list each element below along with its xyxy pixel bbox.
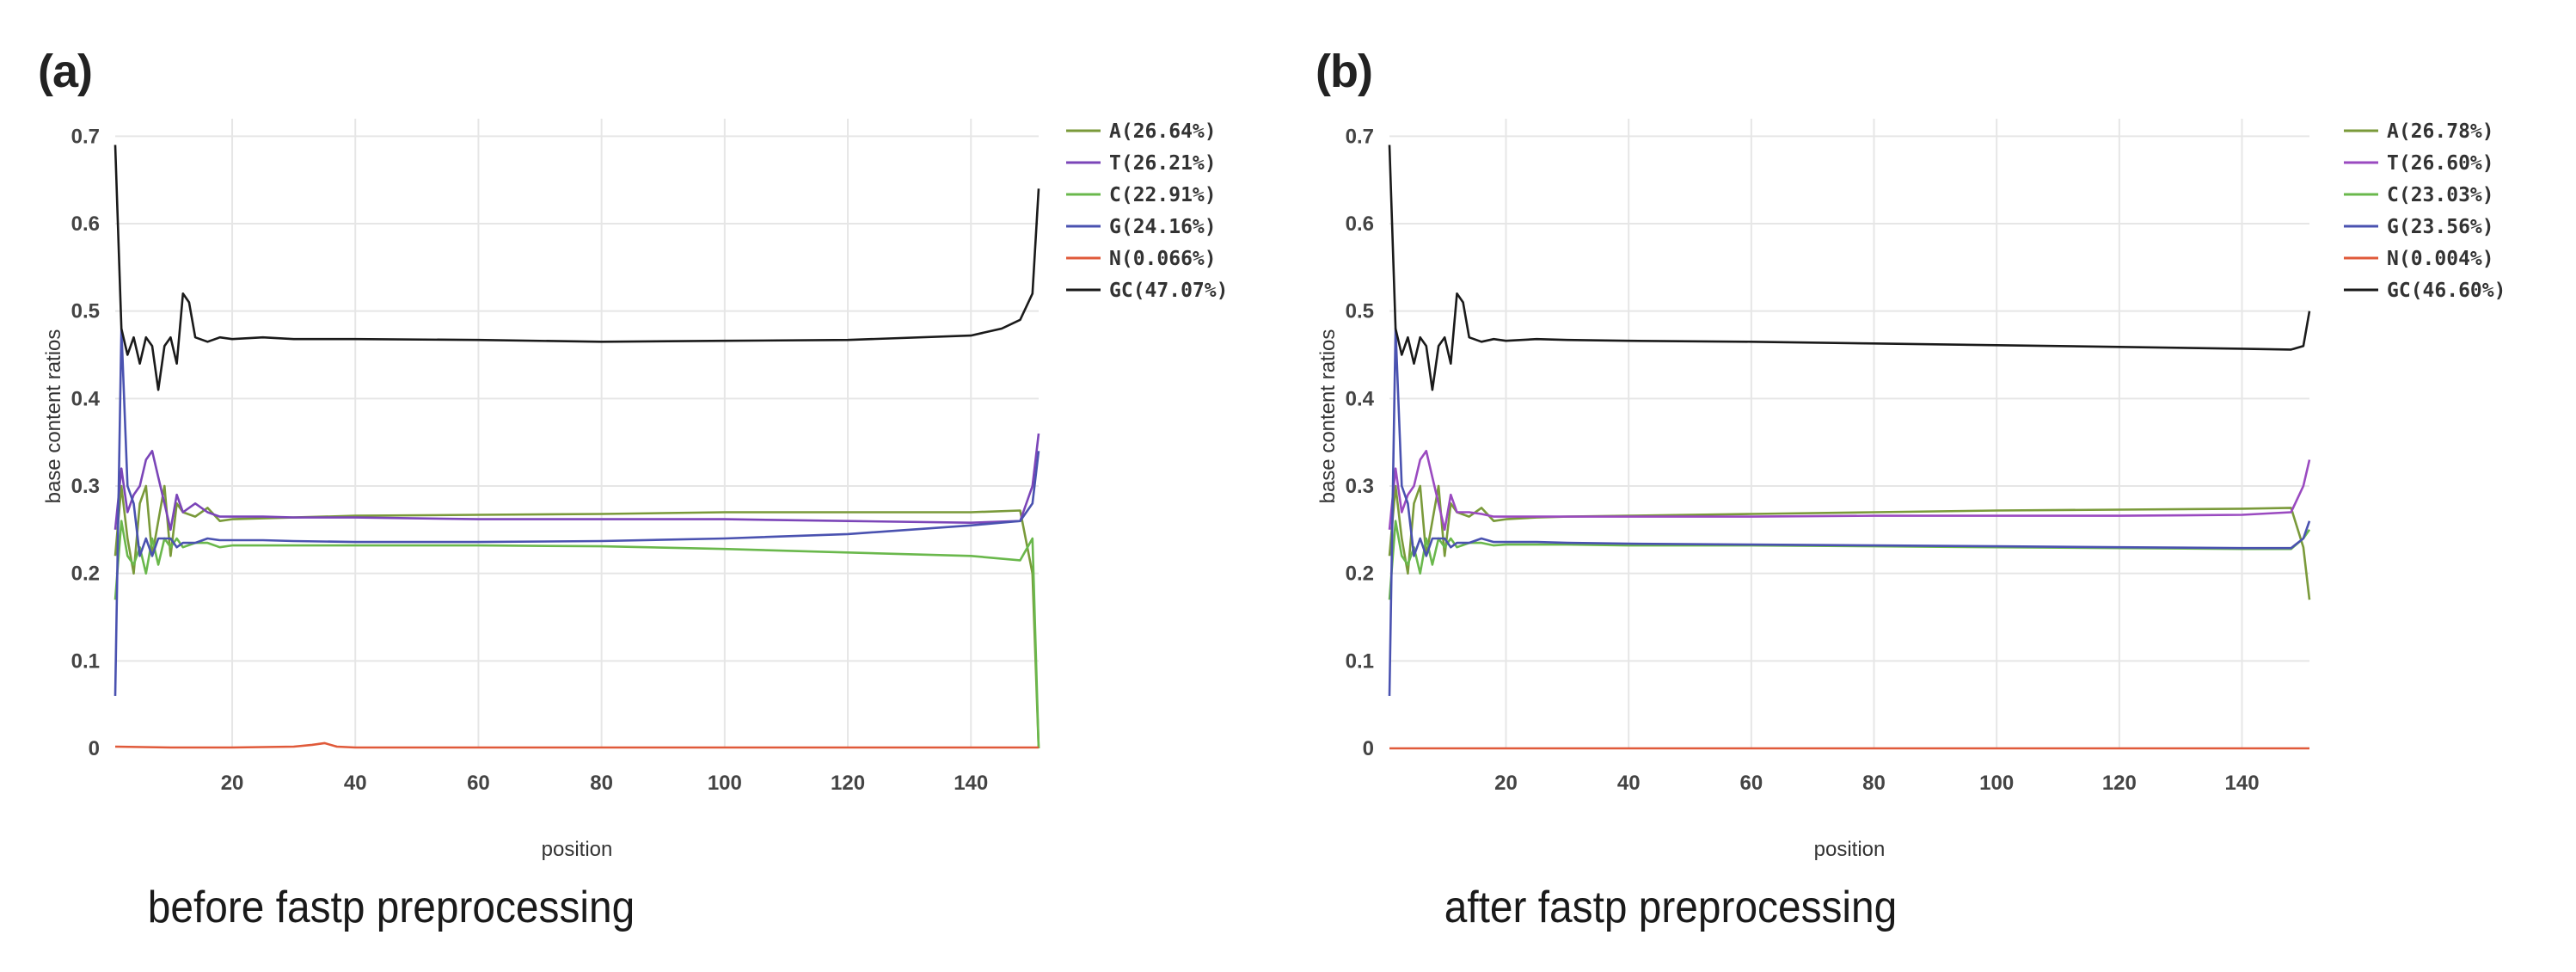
y-axis-title: base content ratios (1316, 329, 1340, 504)
x-tick-label: 20 (221, 772, 244, 795)
panel-a: (a) 20 40 60 80 100 120 140 0 0.1 0.2 0.3 0.4 0.5 0.6… (38, 46, 1228, 932)
y-tick-label: 0.6 (1346, 212, 1374, 236)
y-tick-label: 0.4 (71, 387, 101, 410)
y-tick-label: 0.7 (1346, 125, 1374, 148)
y-tick-label: 0.7 (71, 125, 100, 148)
panel-letter-a: (a) (38, 46, 93, 97)
legend-label: G(24.16%) (1109, 216, 1217, 238)
y-tick-label: 0 (89, 737, 100, 760)
y-tick-label: 0.1 (1346, 649, 1374, 673)
x-tick-label: 120 (831, 772, 865, 795)
series-line-t (113, 433, 1040, 532)
x-tick-label: 120 (2102, 772, 2137, 795)
legend-label: T(26.60%) (2387, 152, 2494, 175)
legend-label: G(23.56%) (2387, 216, 2494, 238)
series-line-c (1388, 520, 2311, 600)
x-axis-title: position (542, 838, 613, 861)
x-tick-label: 140 (2225, 772, 2260, 795)
x-tick-label: 60 (467, 772, 490, 795)
legend: A(26.78%) T(26.60%) C(23.03%) G(23.56%) N(0.… (2344, 120, 2505, 302)
series-line-t (1388, 450, 2311, 532)
x-tick-label: 100 (708, 772, 742, 795)
x-tick-label: 80 (590, 772, 613, 795)
legend-label: A(26.64%) (1109, 120, 1217, 143)
legend-label: N(0.004%) (2387, 248, 2494, 270)
series-line-gc (113, 145, 1040, 391)
x-tick-label: 60 (1740, 772, 1763, 795)
x-tick-label: 80 (1862, 772, 1886, 795)
x-tick-label: 40 (344, 772, 367, 795)
legend-label: GC(46.60%) (2387, 280, 2505, 302)
y-tick-label: 0.3 (1346, 475, 1374, 498)
x-tick-label: 100 (1979, 772, 2014, 795)
y-tick-label: 0 (1363, 737, 1374, 760)
y-tick-label: 0.5 (1346, 300, 1374, 323)
series-line-a (113, 484, 1040, 749)
legend-label: C(23.03%) (2387, 184, 2494, 206)
series-line-gc (1388, 145, 2311, 391)
y-tick-label: 0.2 (71, 563, 100, 586)
series-line-g (113, 327, 1040, 697)
y-tick-label: 0.5 (71, 300, 100, 323)
grid (1389, 119, 2309, 748)
legend-label: A(26.78%) (2387, 120, 2494, 143)
caption-a: before fastp preprocessing (147, 883, 635, 932)
series-line-a (1388, 484, 2311, 600)
legend-label: T(26.21%) (1109, 152, 1217, 175)
x-tick-label: 40 (1617, 772, 1641, 795)
panel-b: (b) 20 40 60 80 100 120 140 0 0.1 0.2 0.3 0.4 0.5 0.6… (1288, 0, 2576, 972)
caption-b: after fastp preprocessing (1444, 883, 1898, 932)
legend-label: GC(47.07%) (1109, 280, 1228, 302)
y-tick-label: 0.2 (1346, 563, 1374, 586)
y-tick-label: 0.3 (71, 475, 100, 498)
legend-label: N(0.066%) (1109, 248, 1217, 270)
panel-letter-b: (b) (1316, 46, 1373, 97)
y-tick-label: 0.6 (71, 212, 100, 236)
chart-a: 20 40 60 80 100 120 140 0 0.1 0.2 0.3 0.4 0.5 0.6 0.7 p… (42, 119, 1228, 861)
series-line-c (113, 520, 1040, 749)
series-line-n (114, 741, 1039, 749)
x-axis-title: position (1814, 838, 1886, 861)
x-tick-label: 20 (1494, 772, 1518, 795)
y-tick-label: 0.4 (1346, 387, 1375, 410)
series-line-g (1388, 327, 2311, 697)
y-axis-title: base content ratios (42, 329, 65, 504)
legend: A(26.64%) T(26.21%) C(22.91%) G(24.16%) N(0.… (1066, 120, 1228, 302)
chart-b: 20 40 60 80 100 120 140 0 0.1 0.2 0.3 0.4 0.5 0.6 0.7 p… (1316, 119, 2505, 861)
y-tick-label: 0.1 (71, 649, 100, 673)
x-tick-label: 140 (954, 772, 988, 795)
legend-label: C(22.91%) (1109, 184, 1217, 206)
grid (115, 119, 1039, 748)
